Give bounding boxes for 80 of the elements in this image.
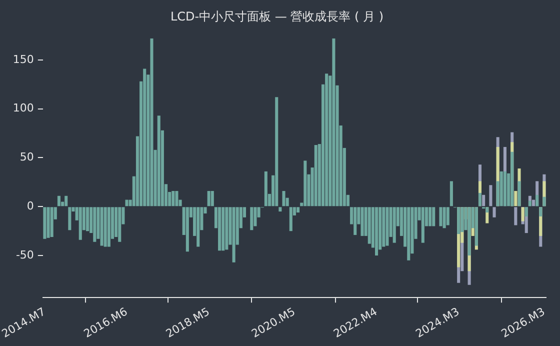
bar [489,185,492,206]
y-tick-label: -50 [16,248,34,262]
bar [500,171,503,206]
bar [354,207,357,235]
bar [50,207,54,237]
bar [143,68,146,206]
bar [478,192,482,206]
bar [78,207,82,240]
bar [421,207,424,243]
y-tick-label: 100 [12,102,34,115]
bar [439,207,442,226]
y-tick-label: 0 [26,199,34,212]
bar [428,207,432,226]
bar [518,181,521,206]
bar [382,207,386,247]
bar [210,190,214,206]
bar [503,171,506,206]
bar [314,145,318,206]
bar [524,207,528,216]
bar [278,207,282,212]
bar [528,200,532,206]
bar [482,194,486,206]
bar [46,207,50,238]
bar [157,116,160,206]
bar [172,190,175,206]
bar [304,160,307,206]
bar [296,207,300,212]
bar [107,207,110,247]
bar [360,207,364,236]
bar [118,207,122,242]
bar [43,207,46,239]
bar [93,207,96,242]
bar [486,207,489,212]
y-tick-label: 50 [20,150,34,164]
bar [536,194,539,206]
bar [150,38,154,206]
bar [186,207,189,252]
bar [218,207,222,251]
bar [407,207,410,260]
bar [125,200,128,206]
bar [542,196,546,206]
bar [275,97,278,206]
bar [289,207,292,232]
bar [468,207,471,256]
bar [450,181,453,206]
bar [492,207,496,218]
bar [232,207,236,262]
bar [460,207,464,232]
bar [442,207,446,228]
chart-title: LCD-中小尺寸面板 — 營收成長率 ( 月 ) [170,9,384,24]
bar [207,190,210,206]
bar [446,207,450,226]
bar [392,207,396,243]
bar [432,207,436,226]
bar [521,207,524,222]
bar [250,207,254,230]
bar [100,207,104,246]
bar [222,207,225,251]
bar [196,207,200,247]
bar [514,207,518,226]
bar [225,207,228,250]
bar [86,207,90,232]
bar [64,196,68,206]
bar [68,207,72,230]
bar [375,207,378,256]
bar [57,196,60,206]
bar [539,207,542,216]
bar [532,200,536,206]
bar [386,207,389,246]
bar [332,38,336,206]
bar [175,190,178,206]
bar [325,74,328,206]
bar [368,207,371,244]
bar [264,171,268,206]
bar [514,190,518,206]
bar [104,207,107,247]
bar [254,207,257,226]
bar [457,207,460,234]
bar [282,190,286,206]
y-tick-label: 150 [12,52,34,66]
